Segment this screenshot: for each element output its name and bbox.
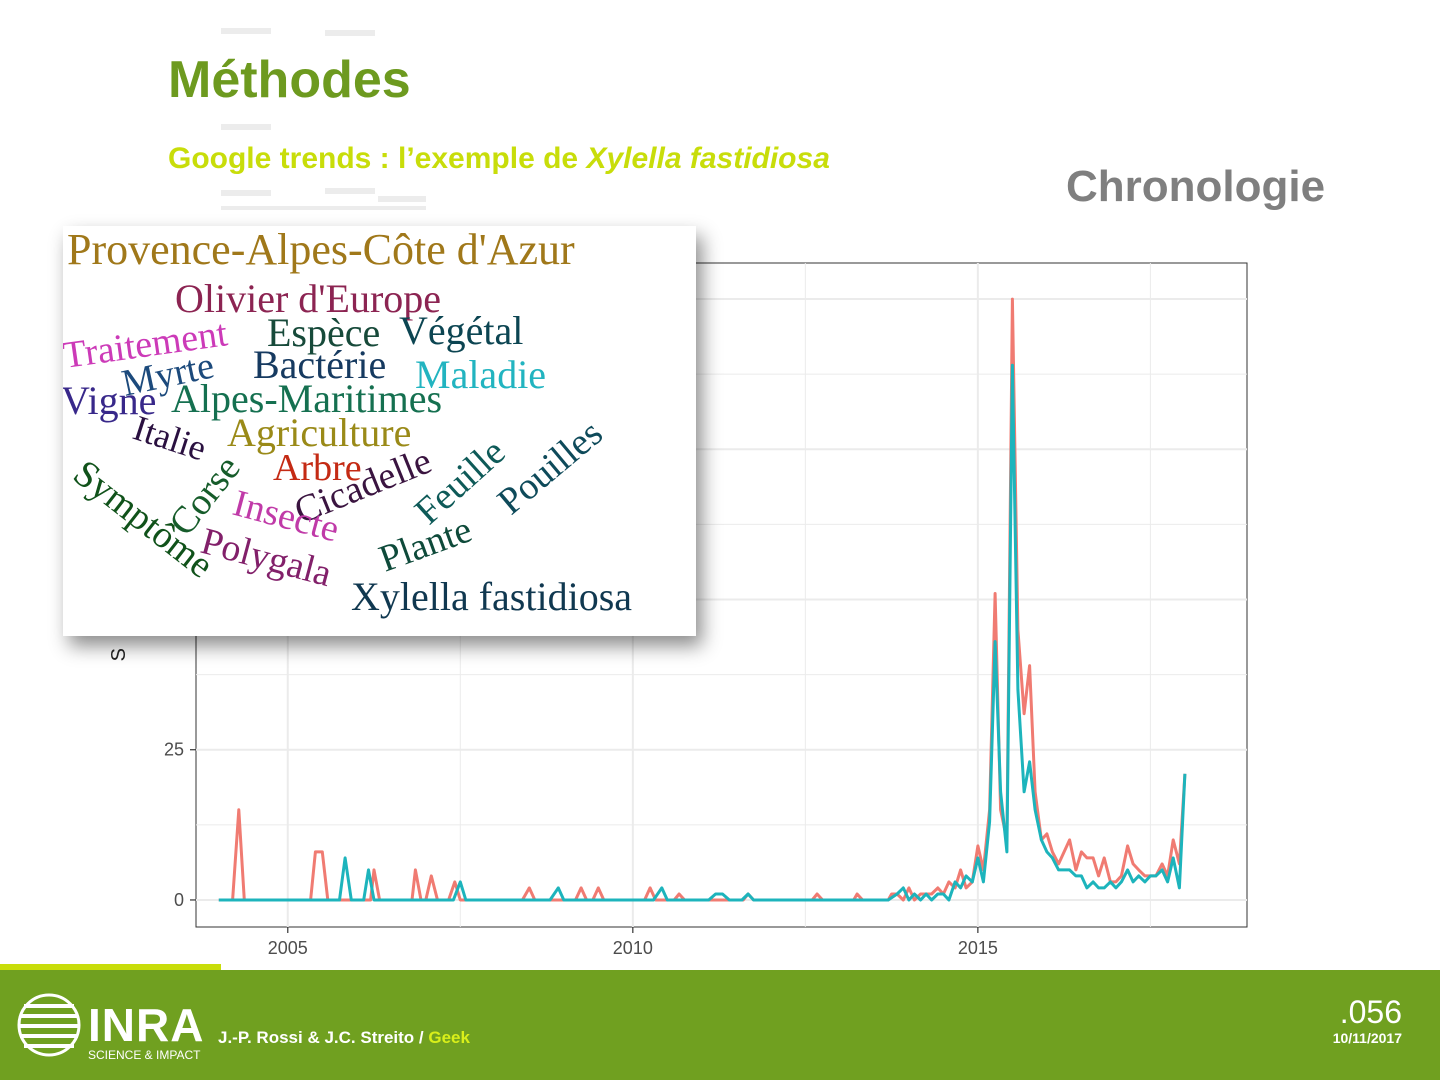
word-agriculture: Agriculture: [227, 410, 411, 455]
header-decoration: [378, 196, 426, 202]
word-pouilles: Pouilles: [490, 412, 611, 523]
header-decoration: [325, 188, 375, 194]
authors-text: J.-P. Rossi & J.C. Streito /: [218, 1028, 429, 1047]
word-arbre: Arbre: [273, 447, 362, 489]
subtitle-species: Xylella fastidiosa: [586, 142, 830, 175]
slide-number: .056: [1339, 994, 1402, 1030]
slide-subtitle: Google trends : l’exemple de Xylella fas…: [168, 142, 830, 176]
x-tick-label: 2010: [613, 938, 653, 958]
y-tick-label: 0: [174, 890, 184, 910]
word-maladie: Maladie: [415, 352, 546, 397]
inra-logo-tagline: SCIENCE & IMPACT: [88, 1048, 201, 1062]
word-bacterie: Bactérie: [253, 342, 386, 387]
word-alpes-maritimes: Alpes-Maritimes: [171, 376, 442, 421]
y-tick-label: 25: [164, 740, 184, 760]
word-vigne: Vigne: [63, 378, 156, 423]
footer-authors: J.-P. Rossi & J.C. Streito / Geek: [218, 1028, 470, 1048]
header-decoration: [221, 206, 426, 210]
series-line-2: [218, 363, 1187, 902]
inra-logo-icon: [17, 993, 81, 1057]
word-cloud-canvas: Provence-Alpes-Côte d'Azur Olivier d'Eur…: [63, 226, 632, 619]
axes: 2005 2010 2015 0 25: [164, 740, 998, 958]
authors-accent: Geek: [428, 1028, 470, 1047]
word-vegetal: Végétal: [399, 308, 523, 353]
word-cloud: Provence-Alpes-Côte d'Azur Olivier d'Eur…: [63, 226, 696, 636]
series-lines: [218, 297, 1187, 902]
header-decoration: [325, 30, 375, 36]
header-decoration: [221, 124, 271, 130]
word-espece: Espèce: [267, 310, 380, 355]
x-tick-label: 2015: [958, 938, 998, 958]
subtitle-text: Google trends : l’exemple de: [168, 142, 587, 175]
inra-logo-text: INRA: [88, 999, 205, 1051]
header-decoration: [221, 28, 271, 34]
footer-bar: [0, 970, 1440, 1080]
section-label: Chronologie: [1066, 162, 1326, 211]
x-tick-label: 2005: [268, 938, 308, 958]
word-xylella: Xylella fastidiosa: [351, 574, 632, 619]
slide-date: 10/11/2017: [1332, 1030, 1402, 1046]
slide-title: Méthodes: [168, 51, 411, 109]
header-decoration: [221, 190, 271, 196]
word-provence: Provence-Alpes-Côte d'Azur: [67, 226, 575, 274]
y-axis-label: S: [108, 648, 130, 661]
word-olivier: Olivier d'Europe: [175, 276, 441, 321]
footer-accent: [0, 964, 221, 970]
